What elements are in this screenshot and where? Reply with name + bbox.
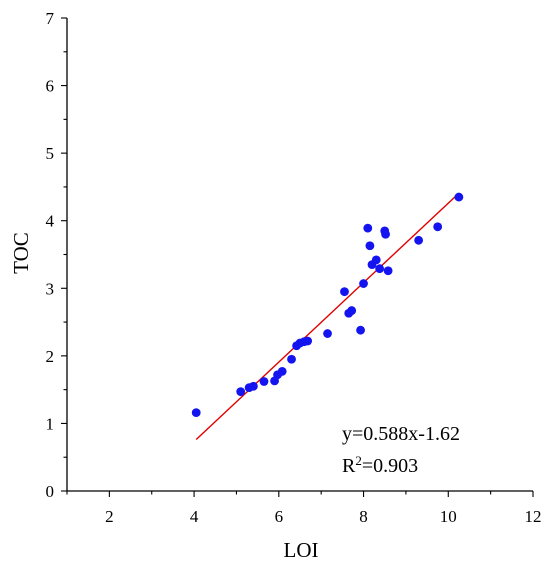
x-tick-label: 4 bbox=[190, 507, 199, 526]
y-tick-label: 3 bbox=[46, 279, 55, 298]
data-point bbox=[365, 241, 375, 251]
data-point bbox=[303, 336, 313, 346]
data-point bbox=[259, 377, 269, 386]
data-point bbox=[371, 255, 381, 265]
data-point bbox=[340, 287, 349, 297]
data-point bbox=[381, 229, 390, 239]
data-point bbox=[359, 279, 368, 288]
data-point bbox=[375, 264, 385, 274]
x-tick-label: 10 bbox=[440, 507, 457, 526]
r-squared-label: R2=0.903 bbox=[342, 453, 418, 478]
x-axis-title: LOI bbox=[284, 538, 319, 562]
axes bbox=[61, 17, 534, 497]
x-tick-label: 8 bbox=[359, 507, 368, 526]
y-axis-title: TOC bbox=[9, 232, 33, 274]
data-point bbox=[414, 235, 424, 245]
data-point bbox=[433, 222, 443, 232]
data-point bbox=[323, 329, 332, 338]
regression-line bbox=[195, 192, 460, 441]
y-tick-label: 0 bbox=[46, 482, 55, 501]
data-point bbox=[287, 354, 296, 364]
x-tick-label: 12 bbox=[525, 507, 542, 526]
y-tick-label: 7 bbox=[46, 9, 55, 28]
x-tick-label: 6 bbox=[275, 507, 284, 526]
data-point bbox=[236, 387, 246, 397]
data-point bbox=[356, 325, 365, 335]
y-tick-label: 2 bbox=[46, 347, 55, 366]
regression-equation: y=0.588x-1.62 bbox=[342, 423, 460, 445]
data-point bbox=[249, 381, 258, 391]
y-tick-label: 5 bbox=[46, 144, 55, 163]
data-point bbox=[277, 366, 287, 376]
data-points bbox=[191, 192, 464, 418]
data-point bbox=[383, 266, 393, 276]
data-point bbox=[363, 223, 373, 233]
y-tick-label: 1 bbox=[46, 414, 55, 433]
x-tick-label: 2 bbox=[105, 507, 114, 526]
data-point bbox=[347, 306, 357, 315]
data-point bbox=[454, 192, 464, 202]
y-tick-label: 6 bbox=[46, 77, 55, 96]
y-tick-label: 4 bbox=[46, 212, 55, 231]
data-point bbox=[191, 408, 201, 418]
